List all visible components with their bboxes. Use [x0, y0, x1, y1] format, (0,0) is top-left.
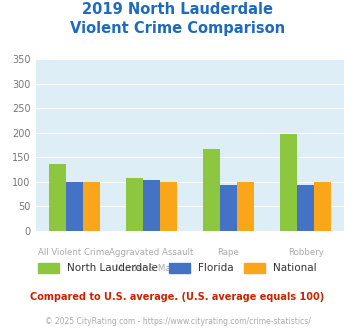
Text: © 2025 CityRating.com - https://www.cityrating.com/crime-statistics/: © 2025 CityRating.com - https://www.city… — [45, 317, 310, 326]
Text: All Violent Crime: All Violent Crime — [38, 248, 110, 257]
Bar — [203, 149, 220, 231]
Text: Violent Crime Comparison: Violent Crime Comparison — [70, 21, 285, 36]
Bar — [220, 185, 237, 231]
Bar — [66, 182, 83, 231]
Bar — [297, 185, 314, 231]
Bar — [237, 182, 254, 231]
Text: Compared to U.S. average. (U.S. average equals 100): Compared to U.S. average. (U.S. average … — [31, 292, 324, 302]
Bar — [314, 182, 331, 231]
Bar — [49, 164, 66, 231]
Bar — [126, 178, 143, 231]
Text: Robbery: Robbery — [288, 248, 324, 257]
Text: Aggravated Assault: Aggravated Assault — [109, 248, 193, 257]
Text: Murder & Mans...: Murder & Mans... — [115, 264, 188, 273]
Legend: North Lauderdale, Florida, National: North Lauderdale, Florida, National — [38, 263, 317, 273]
Bar — [143, 180, 160, 231]
Text: 2019 North Lauderdale: 2019 North Lauderdale — [82, 2, 273, 16]
Bar — [160, 182, 177, 231]
Text: Rape: Rape — [218, 248, 240, 257]
Bar — [83, 182, 100, 231]
Bar — [280, 134, 297, 231]
